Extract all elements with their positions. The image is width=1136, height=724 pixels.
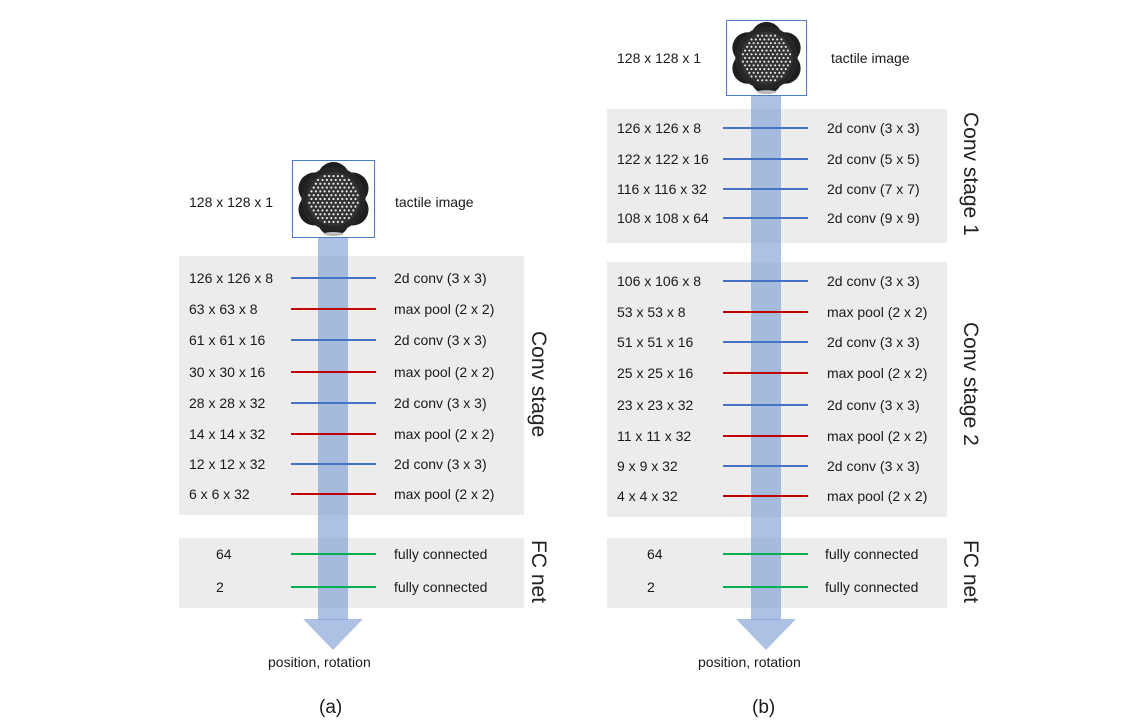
layer-row-b2-op: 2d conv (3 x 3) [827, 458, 920, 474]
layer-row-b2-op: 2d conv (3 x 3) [827, 273, 920, 289]
layer-row-b1-op: 2d conv (7 x 7) [827, 181, 920, 197]
layer-row-b1-dim: 122 x 122 x 16 [617, 151, 709, 167]
layer-row-a-op: 2d conv (3 x 3) [394, 395, 487, 411]
layer-row-a-op: max pool (2 x 2) [394, 364, 495, 380]
layer-row-b1-op: 2d conv (5 x 5) [827, 151, 920, 167]
layer-row-a-dim: 28 x 28 x 32 [189, 395, 266, 411]
fc-row-a-fc-line [291, 586, 376, 588]
caption-a: (a) [319, 697, 343, 718]
conv-stage1-label-b: Conv stage 1 [959, 112, 982, 236]
layer-row-a-dim: 63 x 63 x 8 [189, 301, 258, 317]
conv-stage-panel-a [179, 256, 524, 515]
conv-stage-label-a: Conv stage [527, 331, 550, 438]
fc-row-a-dim: 2 [216, 579, 224, 595]
tactile-image-b [726, 20, 807, 96]
flow-arrowhead-a [303, 619, 363, 650]
layer-row-b2-dim: 9 x 9 x 32 [617, 458, 678, 474]
layer-row-b1-dim: 108 x 108 x 64 [617, 210, 709, 226]
layer-row-a-op: max pool (2 x 2) [394, 426, 495, 442]
input-dim-b: 128 x 128 x 1 [617, 50, 702, 66]
layer-row-b1-conv-line [723, 158, 808, 160]
output-label-b: position, rotation [698, 654, 801, 670]
layer-row-b1-op: 2d conv (9 x 9) [827, 210, 920, 226]
input-label-a: tactile image [395, 194, 474, 210]
layer-row-b2-dim: 11 x 11 x 32 [617, 428, 692, 444]
layer-row-b2-dim: 4 x 4 x 32 [617, 488, 678, 504]
layer-row-a-op: 2d conv (3 x 3) [394, 456, 487, 472]
layer-row-b2-pool-line [723, 435, 808, 437]
layer-row-b2-op: max pool (2 x 2) [827, 304, 928, 320]
layer-row-b2-conv-line [723, 404, 808, 406]
layer-row-a-conv-line [291, 339, 376, 341]
layer-row-b1-op: 2d conv (3 x 3) [827, 120, 920, 136]
fc-row-b-fc-line [723, 586, 808, 588]
layer-row-b2-op: max pool (2 x 2) [827, 428, 928, 444]
fc-row-b-fc-line [723, 553, 808, 555]
layer-row-b2-conv-line [723, 341, 808, 343]
fc-net-label-a: FC net [527, 540, 550, 604]
layer-row-b2-dim: 106 x 106 x 8 [617, 273, 702, 289]
fc-row-b-op: fully connected [825, 546, 919, 562]
layer-row-a-op: max pool (2 x 2) [394, 301, 495, 317]
layer-row-b1-conv-line [723, 188, 808, 190]
flow-arrowhead-b [736, 619, 796, 650]
layer-row-b2-dim: 51 x 51 x 16 [617, 334, 694, 350]
fc-row-b-dim: 64 [647, 546, 663, 562]
layer-row-b2-op: 2d conv (3 x 3) [827, 397, 920, 413]
layer-row-b2-pool-line [723, 311, 808, 313]
layer-row-a-op: max pool (2 x 2) [394, 486, 495, 502]
output-label-a: position, rotation [268, 654, 371, 670]
layer-row-b2-dim: 23 x 23 x 32 [617, 397, 694, 413]
layer-row-b2-op: 2d conv (3 x 3) [827, 334, 920, 350]
tactile-image-a [292, 160, 375, 238]
layer-row-a-pool-line [291, 493, 376, 495]
fc-row-a-fc-line [291, 553, 376, 555]
fc-row-b-dim: 2 [647, 579, 655, 595]
layer-row-a-dim: 126 x 126 x 8 [189, 270, 274, 286]
layer-row-b2-pool-line [723, 372, 808, 374]
layer-row-a-pool-line [291, 308, 376, 310]
input-dim-a: 128 x 128 x 1 [189, 194, 274, 210]
layer-row-a-dim: 12 x 12 x 32 [189, 456, 266, 472]
layer-row-b1-dim: 116 x 116 x 32 [617, 181, 707, 197]
layer-row-a-dim: 61 x 61 x 16 [189, 332, 266, 348]
layer-row-a-dim: 30 x 30 x 16 [189, 364, 266, 380]
layer-row-a-pool-line [291, 371, 376, 373]
layer-row-b2-dim: 25 x 25 x 16 [617, 365, 694, 381]
flow-arrow-shaft-b [751, 96, 781, 620]
layer-row-b2-conv-line [723, 465, 808, 467]
fc-row-b-op: fully connected [825, 579, 919, 595]
layer-row-a-op: 2d conv (3 x 3) [394, 270, 487, 286]
layer-row-a-dim: 6 x 6 x 32 [189, 486, 250, 502]
layer-row-b2-conv-line [723, 280, 808, 282]
layer-row-a-conv-line [291, 277, 376, 279]
caption-b: (b) [752, 697, 776, 718]
fc-row-a-dim: 64 [216, 546, 232, 562]
layer-row-a-conv-line [291, 402, 376, 404]
layer-row-b2-pool-line [723, 495, 808, 497]
layer-row-a-dim: 14 x 14 x 32 [189, 426, 266, 442]
layer-row-b2-op: max pool (2 x 2) [827, 365, 928, 381]
input-label-b: tactile image [831, 50, 910, 66]
layer-row-b1-conv-line [723, 127, 808, 129]
layer-row-a-op: 2d conv (3 x 3) [394, 332, 487, 348]
conv-stage2-label-b: Conv stage 2 [959, 322, 982, 446]
fc-row-a-op: fully connected [394, 579, 488, 595]
layer-row-b2-dim: 53 x 53 x 8 [617, 304, 686, 320]
fc-net-label-b: FC net [959, 540, 982, 604]
layer-row-a-pool-line [291, 433, 376, 435]
fc-net-panel-a [179, 538, 524, 608]
fc-row-a-op: fully connected [394, 546, 488, 562]
layer-row-b1-dim: 126 x 126 x 8 [617, 120, 702, 136]
flow-arrow-shaft-a [318, 237, 348, 620]
layer-row-b2-op: max pool (2 x 2) [827, 488, 928, 504]
layer-row-b1-conv-line [723, 217, 808, 219]
layer-row-a-conv-line [291, 463, 376, 465]
